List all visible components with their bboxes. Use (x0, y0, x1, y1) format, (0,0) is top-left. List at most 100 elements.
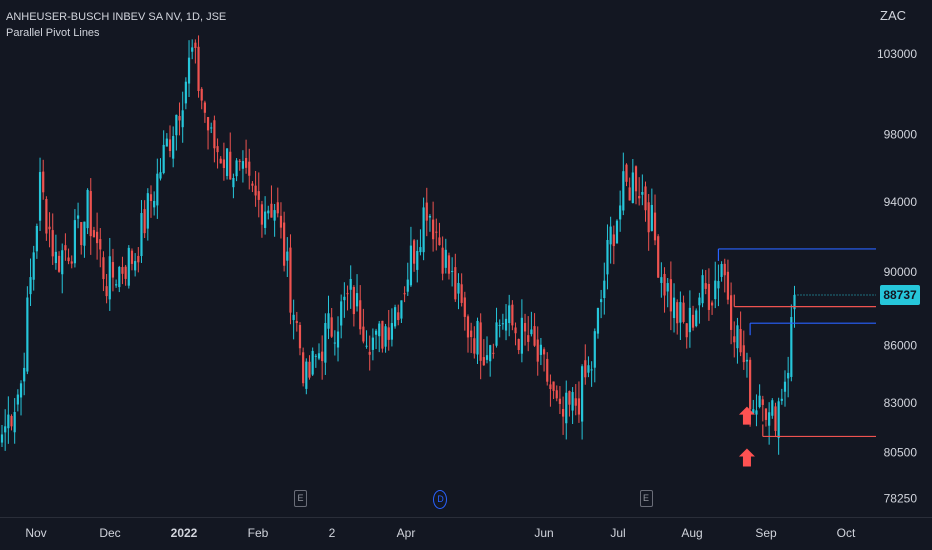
candle-body (197, 46, 200, 91)
current-price-tag: 88737 (880, 284, 920, 305)
candle-body (397, 312, 400, 321)
candle-body (546, 358, 549, 382)
candle-body (574, 398, 577, 406)
x-tick-label: Nov (25, 526, 46, 540)
candle-body (333, 342, 336, 344)
candle-body (7, 414, 10, 429)
candle-body (321, 351, 324, 362)
candle-body (187, 57, 191, 84)
candle-body (435, 231, 438, 233)
symbol-title[interactable]: ANHEUSER-BUSCH INBEV SA NV, 1D, JSE (6, 11, 227, 23)
candle-body (780, 398, 783, 401)
candle-body (603, 280, 606, 299)
candle-body (235, 160, 238, 177)
candle-body (470, 330, 473, 338)
candle-body (57, 255, 61, 272)
candle-body (536, 339, 539, 362)
candle-body (768, 412, 771, 426)
candle-body (378, 323, 381, 337)
candle-body (162, 144, 165, 173)
candle-body (714, 280, 717, 300)
candle-body (771, 400, 774, 416)
candle-body (783, 381, 787, 392)
candle-body (739, 329, 742, 353)
candle-body (571, 392, 574, 411)
y-tick-label: 78250 (884, 491, 918, 505)
x-tick-label: 2022 (171, 526, 198, 540)
candle-body (146, 193, 149, 229)
y-tick-label: 98000 (884, 127, 918, 141)
candle-body (413, 240, 416, 264)
candle-body (774, 406, 777, 431)
candle-body (679, 302, 682, 323)
candle-body (489, 345, 492, 362)
candle-body (530, 329, 533, 335)
currency-label: ZAC (880, 8, 906, 23)
candle-body (232, 178, 235, 188)
candle-body (612, 234, 615, 247)
chart-legend: ANHEUSER-BUSCH INBEV SA NV, 1D, JSE Para… (6, 9, 226, 41)
candle-body (251, 183, 254, 186)
earnings-marker[interactable]: E (639, 490, 653, 507)
candle-body (425, 202, 428, 221)
candle-body (225, 148, 229, 176)
buy-signal-arrow-icon (738, 448, 755, 467)
candle-body (67, 257, 70, 262)
candle-body (733, 336, 736, 343)
earnings-marker[interactable]: E (293, 490, 307, 507)
candle-body (555, 390, 558, 399)
candle-body (10, 416, 13, 427)
candle-body (657, 236, 660, 278)
candle-body (16, 394, 19, 405)
candle-body (641, 191, 644, 195)
candle-body (48, 226, 51, 230)
candle-body (742, 345, 745, 363)
candle-body (755, 410, 758, 415)
candle-body (717, 281, 720, 289)
candle-body (254, 185, 257, 196)
candle-body (419, 247, 422, 253)
candle-body (305, 361, 308, 389)
candle-body (387, 327, 390, 340)
candle-body (349, 278, 352, 290)
candle-body (374, 330, 378, 335)
x-tick-label: Feb (248, 526, 269, 540)
candle-body (400, 300, 403, 319)
candle-body (552, 381, 555, 391)
candle-body (463, 297, 466, 317)
candle-body (628, 187, 631, 201)
candle-body (70, 261, 73, 264)
candle-body (609, 226, 612, 245)
candle-body (577, 398, 581, 415)
candle-body (118, 266, 121, 288)
candle-body (669, 279, 672, 312)
candle-body (596, 307, 600, 334)
dividend-marker[interactable]: D (433, 490, 448, 509)
candle-body (302, 352, 305, 384)
x-tick-label: Jun (534, 526, 553, 540)
candle-body (13, 412, 16, 433)
candle-body (184, 81, 187, 104)
candle-body (447, 255, 451, 274)
candle-body (365, 345, 368, 347)
candle-body (276, 202, 279, 214)
candle-body (730, 295, 733, 330)
candle-body (539, 344, 542, 355)
candle-body (390, 323, 394, 340)
candle-body (787, 372, 790, 379)
candle-body (647, 202, 650, 233)
candle-body (286, 251, 289, 261)
candle-body (422, 207, 425, 253)
candle-body (720, 264, 723, 277)
candle-body (210, 127, 213, 129)
candle-body (695, 310, 698, 327)
candle-body (54, 251, 57, 264)
candle-body (267, 210, 270, 214)
candle-body (45, 198, 48, 234)
candle-body (393, 307, 397, 327)
candle-body (698, 297, 701, 306)
indicator-name[interactable]: Parallel Pivot Lines (6, 27, 100, 39)
candle-body (704, 283, 707, 289)
